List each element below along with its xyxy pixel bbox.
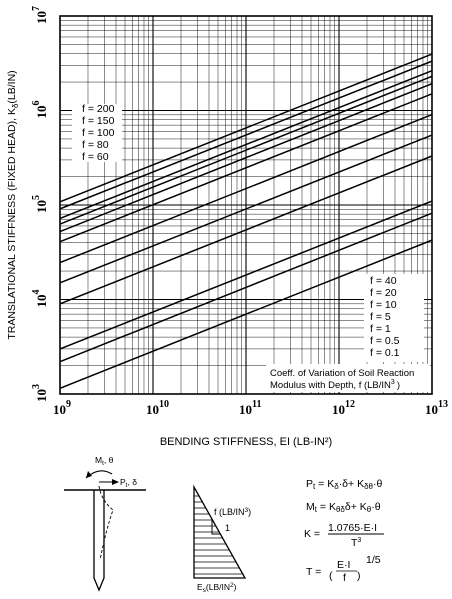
equation-t-open-paren: (	[329, 570, 333, 582]
series-line	[59, 60, 433, 210]
es-label: Es(LB/IN2)	[197, 582, 237, 594]
legend-label: f = 60	[82, 151, 109, 163]
annotation-line-2: Modulus with Depth, f (LB/IN3)	[270, 379, 400, 391]
y-tick-label: 106	[31, 101, 49, 119]
moment-label: Mt, θ	[95, 455, 114, 467]
equation-k-numerator: 1.0765·E·I	[328, 522, 377, 534]
pile-shaft	[93, 490, 105, 592]
series-line	[59, 75, 433, 225]
soil-modulus-diagram: f (LB/IN3) 1 Es(LB/IN2)	[193, 484, 251, 594]
series-line	[59, 83, 433, 233]
x-tick-label: 1011	[239, 399, 261, 417]
pile-diagram: Mt, θ Pt, δ	[64, 455, 146, 592]
y-tick-label: 107	[31, 6, 49, 24]
equation-pt: Pt = Kδ·δ+ Kδθ·θ	[306, 478, 382, 491]
y-tick-label: 104	[31, 290, 49, 308]
modulus-triangle	[193, 484, 247, 579]
equation-k-lhs: K =	[304, 528, 320, 540]
x-axis-title: BENDING STIFFNESS, EI (LB-IN²)	[160, 436, 332, 448]
equation-t-numerator: E·I	[337, 559, 350, 571]
legend-label: f = 200	[82, 103, 115, 115]
legend-label: f = 150	[82, 115, 115, 127]
series-line	[59, 200, 433, 350]
y-tick-label: 105	[31, 195, 49, 213]
x-tick-labels: 109 1010 1011 1012 1013	[53, 399, 448, 417]
equation-t-denominator: f	[343, 572, 346, 584]
annotation-line-1: Coeff. of Variation of Soil Reaction	[270, 368, 414, 379]
equations: Pt = Kδ·δ+ Kδθ·θ Mt = Kθδδ+ Kθ·θ K = 1.0…	[304, 478, 384, 584]
equation-t-exponent: 1/5	[366, 554, 381, 566]
legend-label: f = 10	[370, 299, 397, 311]
series-line	[59, 239, 433, 389]
force-arrowhead-icon	[112, 479, 119, 485]
x-tick-label: 1012	[332, 399, 355, 417]
series-lines	[59, 53, 433, 389]
legend-label: f = 100	[82, 127, 115, 139]
legend-upper: f = 200 f = 150 f = 100 f = 80 f = 60	[72, 103, 122, 163]
legend-lower: f = 40 f = 20 f = 10 f = 5 f = 1 f = 0.5…	[364, 274, 424, 362]
legend-label: f = 40	[370, 275, 397, 287]
slope-f-label: f (LB/IN3)	[214, 507, 251, 517]
series-line	[59, 134, 433, 284]
y-tick-labels: 103 104 105 106 107	[31, 6, 49, 402]
annotation: Coeff. of Variation of Soil Reaction Mod…	[266, 364, 430, 392]
equation-t-lhs: T =	[306, 566, 321, 578]
series-line	[59, 93, 433, 243]
deflected-shape	[98, 485, 114, 561]
legend-label: f = 1	[370, 323, 391, 335]
legend-label: f = 20	[370, 287, 397, 299]
legend-label: f = 80	[82, 139, 109, 151]
equation-t-close-paren: )	[357, 570, 361, 582]
x-tick-label: 109	[53, 399, 71, 417]
moment-arrowhead-icon	[86, 471, 92, 478]
series-line	[59, 69, 433, 220]
series-line	[59, 113, 433, 264]
y-axis-title: TRANSLATIONAL STIFFNESS (FIXED HEAD), Kδ…	[6, 70, 20, 339]
series-line	[59, 155, 433, 305]
legend-label: f = 5	[370, 311, 391, 323]
equation-mt: Mt = Kθδδ+ Kθ·θ	[306, 501, 381, 514]
legend-label: f = 0.1	[370, 347, 400, 359]
series-line	[59, 53, 433, 203]
slope-one-label: 1	[225, 523, 230, 533]
force-label: Pt, δ	[120, 477, 137, 489]
slope-indicator	[211, 520, 221, 535]
hatch-lines	[194, 495, 243, 575]
plot-area: 109 1010 1011 1012 1013 103 104 105 106 107	[31, 6, 448, 417]
legend-label: f = 0.5	[370, 335, 400, 347]
x-tick-label: 1010	[146, 399, 169, 417]
x-tick-label: 1013	[425, 399, 448, 417]
equation-k-denominator: T3	[351, 537, 361, 549]
y-tick-label: 103	[31, 384, 49, 402]
series-line	[59, 212, 433, 363]
